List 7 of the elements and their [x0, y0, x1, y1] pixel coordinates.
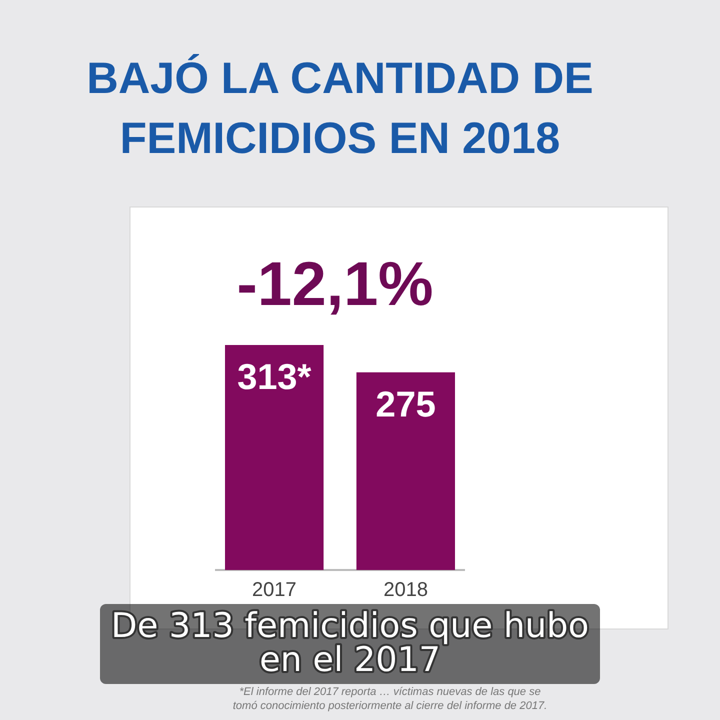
x-tick-label: 2017 [252, 579, 297, 601]
x-tick-label: 2018 [383, 579, 428, 601]
data-label: 275 [376, 383, 436, 424]
text: -12,1% [236, 250, 434, 319]
data-label: 313* [237, 356, 312, 397]
chart-title: BAJÓ LA CANTIDAD DE FEMICIDIOS EN 2018 [86, 54, 594, 163]
text: *El informe del 2017 reporta … víctimas nuevas de las que se tomó conocimiento posteriormente al cierre del informe de 2017. [232, 686, 548, 712]
